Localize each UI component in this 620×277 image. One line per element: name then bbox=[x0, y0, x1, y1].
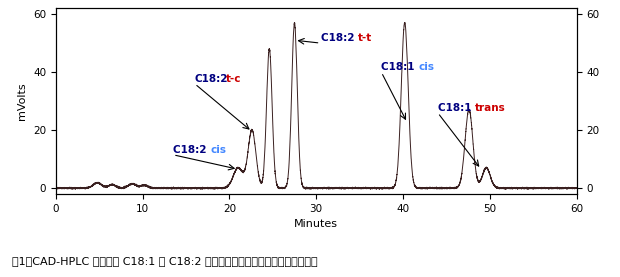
Text: cis: cis bbox=[418, 62, 435, 72]
Text: C18:1: C18:1 bbox=[438, 103, 475, 113]
Text: C18:2: C18:2 bbox=[321, 33, 358, 43]
Text: cis: cis bbox=[210, 145, 226, 155]
Text: t-t: t-t bbox=[358, 33, 372, 43]
X-axis label: Minutes: Minutes bbox=[294, 219, 338, 229]
Y-axis label: mVolts: mVolts bbox=[17, 82, 27, 120]
Text: trans: trans bbox=[475, 103, 506, 113]
Text: C18:2: C18:2 bbox=[173, 145, 210, 155]
Text: C18:2: C18:2 bbox=[195, 74, 228, 84]
Text: 図1　CAD-HPLC 法による C18:1 と C18:2 の脂肪酸メチルエステル異性体の分析: 図1 CAD-HPLC 法による C18:1 と C18:2 の脂肪酸メチルエス… bbox=[12, 256, 318, 266]
Text: t-c: t-c bbox=[226, 74, 241, 84]
Text: C18:1: C18:1 bbox=[381, 62, 419, 72]
